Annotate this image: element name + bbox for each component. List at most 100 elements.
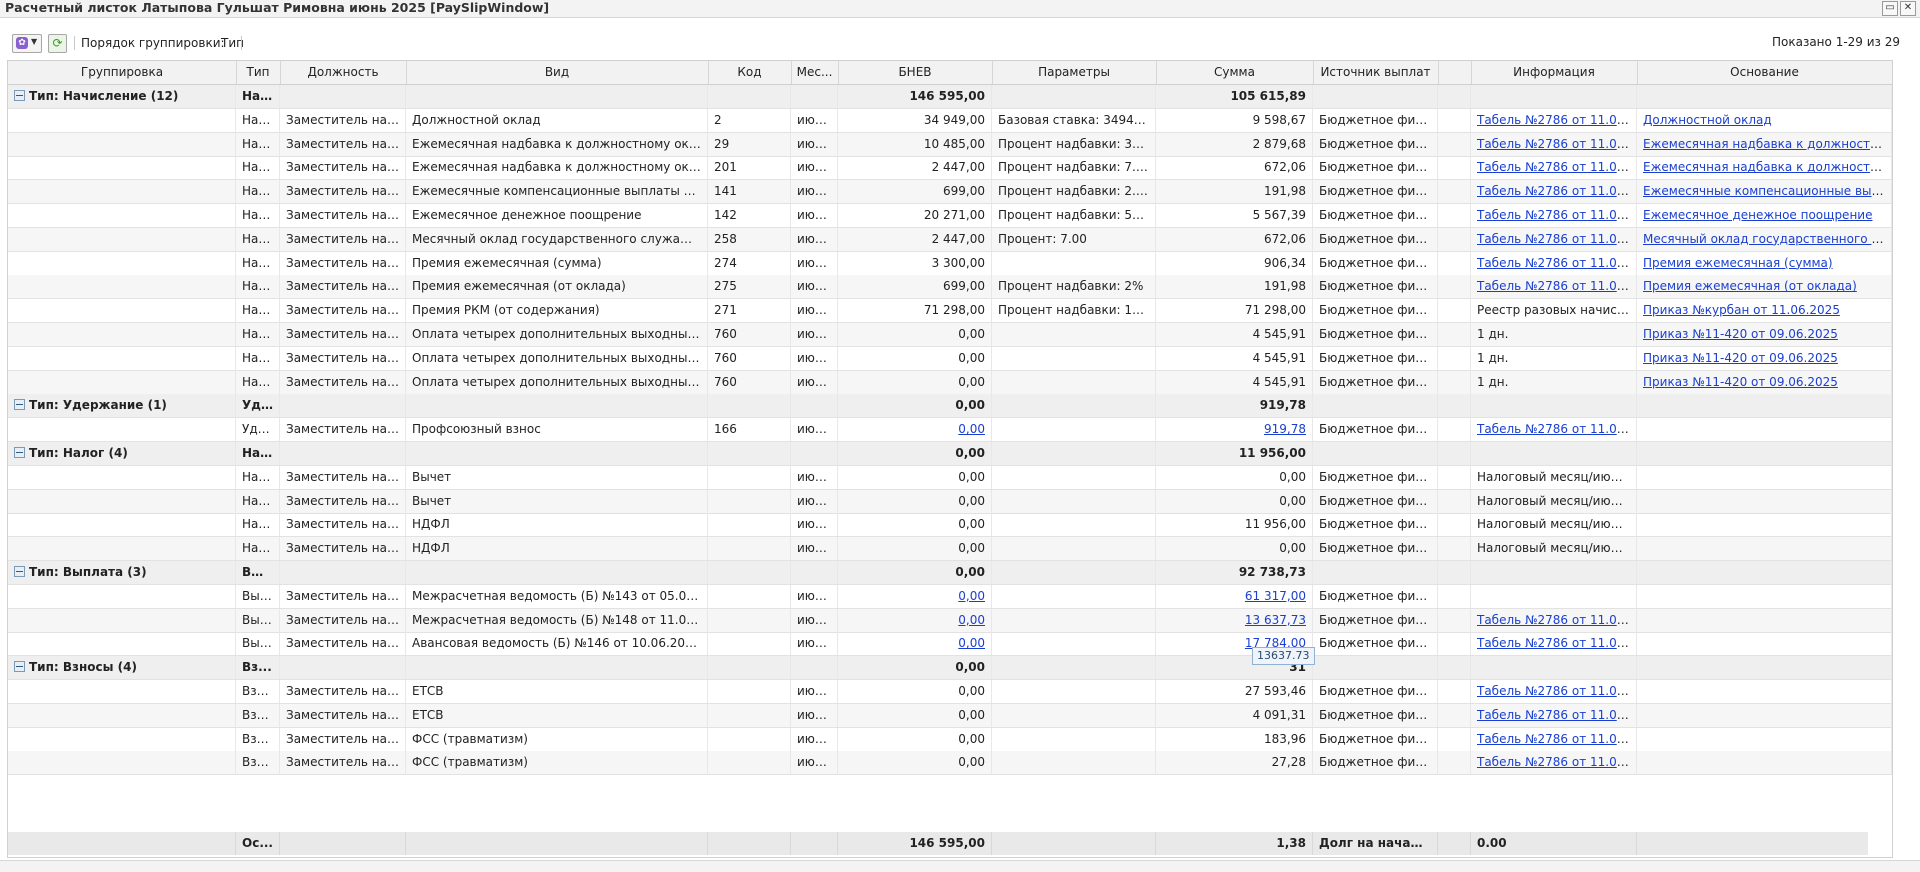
sum-cell-link[interactable]: 13 637,73 [1244, 612, 1306, 627]
basis-cell-link[interactable]: Месячный оклад государственного служа... [1643, 231, 1891, 246]
table-row[interactable]: Вып... Заместитель нача... Межрасчетная ве… [8, 584, 1892, 609]
table-row[interactable]: Нач... Заместитель нача... Оплата четырех … [8, 370, 1892, 395]
basis-cell[interactable]: Ежемесячная надбавка к должностному о... [1637, 156, 1892, 180]
info-cell-link[interactable]: Табель №2786 от 11.06.... [1477, 636, 1637, 651]
col-bnev-header[interactable]: БНЕВ [838, 61, 993, 84]
info-cell[interactable]: Табель №2786 от 11.06.... [1471, 204, 1637, 227]
col-type-header[interactable]: Тип [236, 61, 281, 84]
info-cell-link[interactable]: Табель №2786 от 11.06.... [1477, 184, 1637, 199]
group-row[interactable]: Тип: Взносы (4) Вз... 0,00 31 [8, 656, 1892, 681]
col-blank-header[interactable] [1438, 61, 1472, 84]
info-cell-link[interactable]: Табель №2786 от 11.06.... [1477, 422, 1637, 437]
collapse-icon[interactable] [14, 447, 25, 458]
col-params-header[interactable]: Параметры [992, 61, 1157, 84]
group-row[interactable]: Тип: Начисление (12) На... 146 595,00 105 6… [8, 85, 1892, 109]
info-cell-link[interactable]: Табель №2786 от 11.06.... [1477, 612, 1637, 627]
table-row[interactable]: Вып... Заместитель нача... Авансовая ведом… [8, 632, 1892, 657]
col-kind-header[interactable]: Вид [406, 61, 709, 84]
info-cell[interactable]: Табель №2786 от 11.06.... [1471, 227, 1637, 251]
table-row[interactable]: Взн... Заместитель нача... ЕТСВ июн... 0,00 4… [8, 703, 1892, 728]
basis-cell[interactable]: Ежемесячная надбавка к должностному о... [1637, 132, 1892, 156]
table-row[interactable]: Нач... Заместитель нача... Должностной окл… [8, 108, 1892, 133]
table-row[interactable]: Налог Заместитель нача... Вычет июн... 0,00 0… [8, 465, 1892, 490]
info-cell-link[interactable]: Табель №2786 от 11.06.... [1477, 231, 1637, 246]
basis-cell-link[interactable]: Ежемесячная надбавка к должностному о... [1643, 160, 1892, 175]
grouping-value[interactable]: Тип [221, 36, 244, 50]
info-cell[interactable]: Табель №2786 от 11.06.... [1471, 751, 1637, 775]
basis-cell[interactable]: Ежемесячное денежное поощрение [1637, 204, 1892, 227]
info-cell[interactable]: Табель №2786 от 11.06.... [1471, 680, 1637, 703]
bnev-cell-link[interactable]: 0,00 [958, 612, 985, 627]
table-row[interactable]: Нач... Заместитель нача... Ежемесячная над… [8, 132, 1892, 157]
basis-cell[interactable]: Должностной оклад [1637, 108, 1892, 132]
table-row[interactable]: Нач... Заместитель нача... Оплата четырех … [8, 346, 1892, 371]
collapse-icon[interactable] [14, 399, 25, 411]
bnev-cell[interactable]: 0,00 [838, 632, 992, 656]
sum-cell[interactable]: 61 317,00 [1156, 584, 1313, 608]
info-cell-link[interactable]: Табель №2786 от 11.06.... [1477, 112, 1637, 127]
basis-cell[interactable]: Премия ежемесячная (сумма) [1637, 251, 1892, 275]
table-row[interactable]: Нач... Заместитель нача... Ежемесячные ком… [8, 180, 1892, 205]
table-row[interactable]: Нач... Заместитель нача... Премия РКМ (от … [8, 299, 1892, 324]
table-row[interactable]: Налог Заместитель нача... НДФЛ июн... 0,00 11… [8, 513, 1892, 538]
col-grouping-header[interactable]: Группировка [8, 61, 237, 84]
bnev-cell[interactable]: 0,00 [838, 608, 992, 632]
sum-cell[interactable]: 919,78 [1156, 418, 1313, 442]
info-cell-link[interactable]: Табель №2786 от 11.06.... [1477, 208, 1637, 222]
col-basis-header[interactable]: Основание [1637, 61, 1892, 84]
basis-cell[interactable]: Ежемесячные компенсационные выплаты... [1637, 180, 1892, 204]
basis-cell[interactable]: Приказ №курбан от 11.06.2025 [1637, 299, 1892, 323]
col-code-header[interactable]: Код [708, 61, 792, 84]
info-cell-link[interactable]: Табель №2786 от 11.06.... [1477, 755, 1637, 770]
collapse-icon[interactable] [14, 90, 25, 101]
sum-cell[interactable]: 13 637,73 [1156, 608, 1313, 632]
collapse-icon[interactable] [14, 566, 25, 577]
info-cell[interactable]: Табель №2786 от 11.06.... [1471, 703, 1637, 727]
table-row[interactable]: Налог Заместитель нача... НДФЛ июн... 0,00 0,… [8, 537, 1892, 562]
info-cell[interactable]: Табель №2786 от 11.06.... [1471, 108, 1637, 132]
basis-cell-link[interactable]: Должностной оклад [1643, 112, 1772, 127]
collapse-icon[interactable] [14, 661, 25, 673]
table-row[interactable]: Вып... Заместитель нача... Межрасчетная ве… [8, 608, 1892, 633]
info-cell[interactable]: Табель №2786 от 11.06.... [1471, 275, 1637, 299]
col-month-header[interactable]: Мес... [791, 61, 839, 84]
table-row[interactable]: Взн... Заместитель нача... ФСС (травматизм… [8, 727, 1892, 752]
bnev-cell[interactable]: 0,00 [838, 418, 992, 442]
table-row[interactable]: Нач... Заместитель нача... Премия ежемесяч… [8, 275, 1892, 300]
table-row[interactable]: Взн... Заместитель нача... ФСС (травматизм… [8, 751, 1892, 776]
basis-cell-link[interactable]: Приказ №11-420 от 09.06.2025 [1643, 374, 1838, 389]
info-cell-link[interactable]: Табель №2786 от 11.06.... [1477, 707, 1637, 722]
basis-cell[interactable]: Премия ежемесячная (от оклада) [1637, 275, 1892, 299]
info-cell-link[interactable]: Табель №2786 от 11.06.... [1477, 731, 1637, 746]
col-sum-header[interactable]: Сумма [1156, 61, 1314, 84]
basis-cell-link[interactable]: Ежемесячная надбавка к должностному о... [1643, 136, 1892, 151]
col-source-header[interactable]: Источник выплат [1313, 61, 1439, 84]
basis-cell[interactable]: Приказ №11-420 от 09.06.2025 [1637, 323, 1892, 346]
basis-cell-link[interactable]: Премия ежемесячная (от оклада) [1643, 279, 1857, 294]
bnev-cell[interactable]: 0,00 [838, 584, 992, 608]
sum-cell[interactable]: 17 784,00 [1156, 632, 1313, 656]
group-label-cell[interactable]: Тип: Удержание (1) [8, 394, 236, 418]
restore-icon[interactable]: ▭ [1882, 1, 1898, 16]
basis-cell-link[interactable]: Приказ №11-420 от 09.06.2025 [1643, 350, 1838, 365]
info-cell-link[interactable]: Табель №2786 от 11.06.... [1477, 684, 1637, 698]
group-label-cell[interactable]: Тип: Выплата (3) [8, 561, 236, 584]
table-row[interactable]: Налог Заместитель нача... Вычет июн... 0,00 0… [8, 489, 1892, 514]
table-row[interactable]: Нач... Заместитель нача... Месячный оклад … [8, 227, 1892, 252]
group-row[interactable]: Тип: Выплата (3) Вы... 0,00 92 738,73 [8, 561, 1892, 585]
table-row[interactable]: Нач... Заместитель нача... Ежемесячное ден… [8, 204, 1892, 228]
group-label-cell[interactable]: Тип: Начисление (12) [8, 85, 236, 108]
info-cell[interactable]: Табель №2786 от 11.06.... [1471, 156, 1637, 180]
info-cell[interactable]: Табель №2786 от 11.06.... [1471, 251, 1637, 275]
sum-cell-link[interactable]: 61 317,00 [1244, 588, 1306, 603]
info-cell-link[interactable]: Табель №2786 от 11.06.... [1477, 136, 1637, 151]
group-label-cell[interactable]: Тип: Взносы (4) [8, 656, 236, 680]
info-cell-link[interactable]: Табель №2786 от 11.06.... [1477, 279, 1637, 294]
info-cell[interactable]: Табель №2786 от 11.06.... [1471, 132, 1637, 156]
bnev-cell-link[interactable]: 0,00 [958, 422, 985, 437]
table-row[interactable]: Нач... Заместитель нача... Ежемесячная над… [8, 156, 1892, 181]
col-info-header[interactable]: Информация [1471, 61, 1638, 84]
group-row[interactable]: Тип: Налог (4) На... 0,00 11 956,00 [8, 442, 1892, 466]
table-row[interactable]: Взн... Заместитель нача... ЕТСВ июн... 0,00 2… [8, 680, 1892, 704]
settings-menu-button[interactable]: ✿ ▼ [12, 34, 42, 53]
